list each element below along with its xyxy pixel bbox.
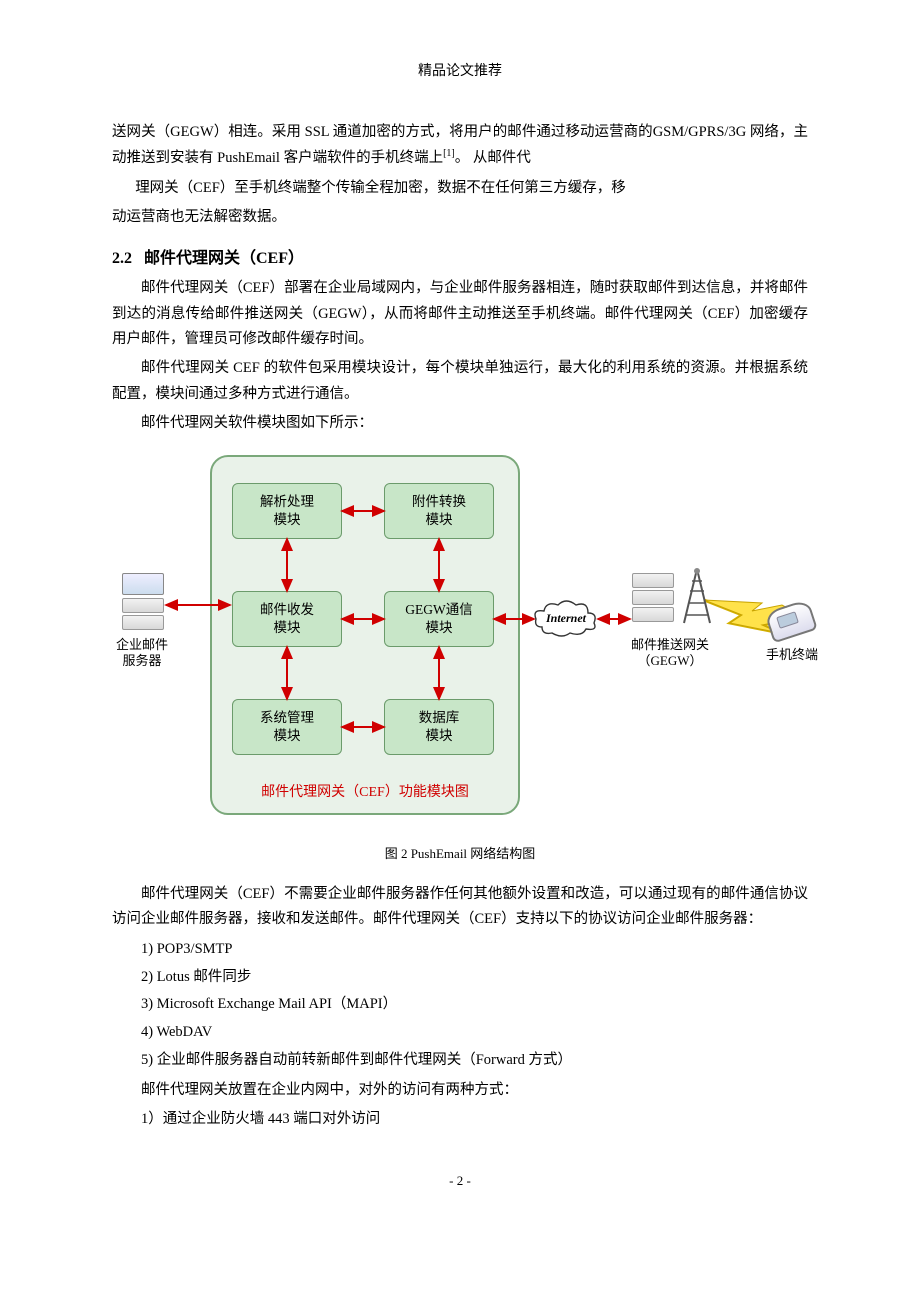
phone-label: 手机终端: [732, 647, 852, 664]
page: 精品论文推荐 送网关（GEGW）相连。采用 SSL 通道加密的方式，将用户的邮件…: [0, 0, 920, 1229]
tower-icon: [680, 567, 714, 619]
para-1: 送网关（GEGW）相连。采用 SSL 通道加密的方式，将用户的邮件通过移动运营商…: [112, 120, 808, 172]
after-para-2: 邮件代理网关放置在企业内网中，对外的访问有两种方式：: [112, 1078, 808, 1103]
gateway-label: 邮件推送网关（GEGW）: [610, 637, 730, 671]
page-number: - 2 -: [112, 1173, 808, 1189]
module-mail: 邮件收发模块: [232, 591, 342, 647]
section-title-text: 邮件代理网关（CEF）: [144, 250, 304, 267]
module-parse: 解析处理模块: [232, 483, 342, 539]
module-attach: 附件转换模块: [384, 483, 494, 539]
cloud-icon: Internet: [532, 599, 600, 639]
section-heading: 2.2 邮件代理网关（CEF）: [112, 244, 808, 268]
section-num: 2.2: [112, 250, 132, 267]
list-item: 3) Microsoft Exchange Mail API（MAPI）: [141, 991, 808, 1019]
header-label: 精品论文推荐: [112, 60, 808, 80]
server-label: 企业邮件服务器: [82, 637, 202, 671]
cef-title: 邮件代理网关（CEF）功能模块图: [210, 781, 520, 801]
module-sys: 系统管理模块: [232, 699, 342, 755]
ref-1: [1]: [443, 148, 455, 159]
server-icon: [122, 573, 164, 633]
para-1-tail: 。 从邮件代: [455, 150, 531, 166]
section-para-2: 邮件代理网关 CEF 的软件包采用模块设计，每个模块单独运行，最大化的利用系统的…: [112, 356, 808, 407]
list-item: 4) WebDAV: [141, 1019, 808, 1047]
after-para-3: 1）通过企业防火墙 443 端口对外访问: [112, 1107, 808, 1132]
para-1c: 动运营商也无法解密数据。: [112, 205, 808, 230]
list-item: 1) POP3/SMTP: [141, 936, 808, 964]
para-1b: 理网关（CEF）至手机终端整个传输全程加密，数据不在任何第三方缓存，移: [112, 176, 808, 201]
section-para-1: 邮件代理网关（CEF）部署在企业局域网内，与企业邮件服务器相连，随时获取邮件到达…: [112, 276, 808, 352]
list-item: 5) 企业邮件服务器自动前转新邮件到邮件代理网关（Forward 方式）: [141, 1047, 808, 1075]
list-item: 2) Lotus 邮件同步: [141, 964, 808, 992]
cloud-label: Internet: [532, 611, 600, 626]
module-gegw: GEGW通信模块: [384, 591, 494, 647]
figure-caption: 图 2 PushEmail 网络结构图: [112, 843, 808, 862]
after-para-1: 邮件代理网关（CEF）不需要企业邮件服务器作任何其他额外设置和改造，可以通过现有…: [112, 882, 808, 933]
protocol-list: 1) POP3/SMTP 2) Lotus 邮件同步 3) Microsoft …: [141, 936, 808, 1074]
gateway-server-icon: [632, 573, 674, 633]
phone-icon: [764, 598, 818, 643]
module-db: 数据库模块: [384, 699, 494, 755]
section-para-3: 邮件代理网关软件模块图如下所示：: [112, 411, 808, 436]
diagram: 企业邮件服务器 解析处理模块 附件转换模块 邮件收发模块 GEGW通信模块 系统…: [112, 455, 808, 835]
